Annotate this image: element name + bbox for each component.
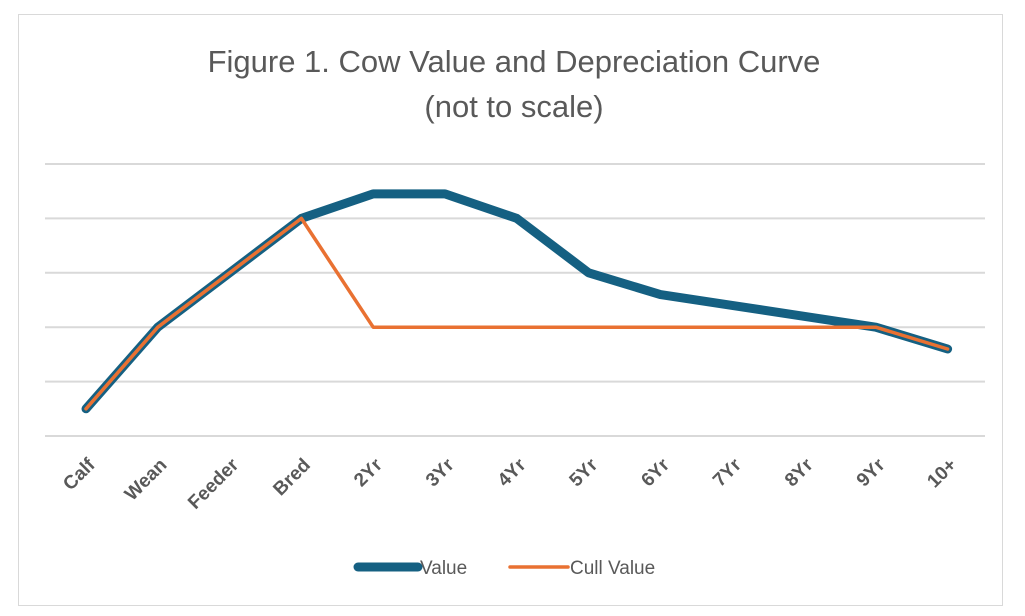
x-tick-label: 2Yr [350,454,387,491]
legend-label: Cull Value [570,558,655,579]
x-tick-label: 4Yr [494,454,531,491]
chart-title: Figure 1. Cow Value and Depreciation Cur… [208,44,821,79]
x-tick-label: Bred [269,455,314,500]
legend: Value Cull Value [353,558,655,579]
x-tick-label: 5Yr [566,454,603,491]
x-tick-label: 8Yr [781,454,818,491]
series-line-1 [81,189,953,414]
gridlines [45,163,985,437]
x-tick-label: 3Yr [422,454,459,491]
x-tick-label: 10+ [923,455,961,493]
x-tick-label: Calf [59,454,100,495]
x-axis-tick-labels: Calf Wean Feeder Bred 2Yr 3Yr 4Yr 5Yr 6Yr 7Yr 8Yr 9… [59,454,961,513]
x-tick-label: 6Yr [637,454,674,491]
x-tick-label: 9Yr [853,454,890,491]
series-line-2 [84,216,950,411]
x-tick-label: 7Yr [709,454,746,491]
series-lines [81,189,953,414]
x-tick-label: Feeder [184,454,243,513]
x-tick-label: Wean [121,455,171,505]
legend-label: Value [420,558,467,579]
chart-subtitle: (not to scale) [424,89,603,124]
